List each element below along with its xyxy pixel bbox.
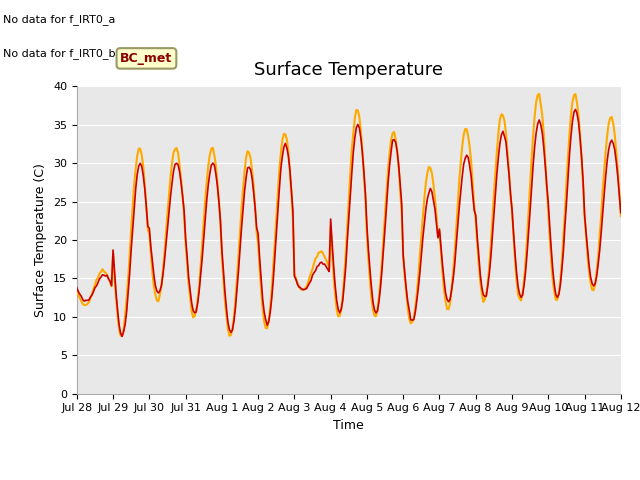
Tower — [88, 292, 96, 298]
Tower — [415, 285, 422, 291]
Arable — [415, 274, 422, 279]
Arable — [384, 167, 392, 172]
Arable — [617, 213, 625, 219]
Arable — [176, 162, 184, 168]
Text: BC_met: BC_met — [120, 52, 173, 65]
Title: Surface Temperature: Surface Temperature — [254, 61, 444, 79]
Tower — [552, 292, 559, 298]
Text: No data for f_IRT0_b: No data for f_IRT0_b — [3, 48, 116, 59]
Arable — [73, 286, 81, 292]
Tower — [384, 180, 392, 186]
Tower — [572, 107, 579, 112]
Line: Arable: Arable — [77, 94, 621, 336]
Tower — [403, 286, 410, 291]
Tower — [176, 169, 184, 175]
Line: Tower: Tower — [77, 109, 621, 336]
X-axis label: Time: Time — [333, 419, 364, 432]
Arable — [116, 333, 124, 339]
Y-axis label: Surface Temperature (C): Surface Temperature (C) — [35, 163, 47, 317]
Tower — [118, 334, 126, 339]
Arable — [403, 290, 410, 296]
Tower — [73, 285, 81, 290]
Arable — [88, 291, 96, 297]
Tower — [617, 210, 625, 216]
Text: No data for f_IRT0_a: No data for f_IRT0_a — [3, 14, 116, 25]
Arable — [535, 91, 543, 96]
Arable — [554, 297, 561, 302]
